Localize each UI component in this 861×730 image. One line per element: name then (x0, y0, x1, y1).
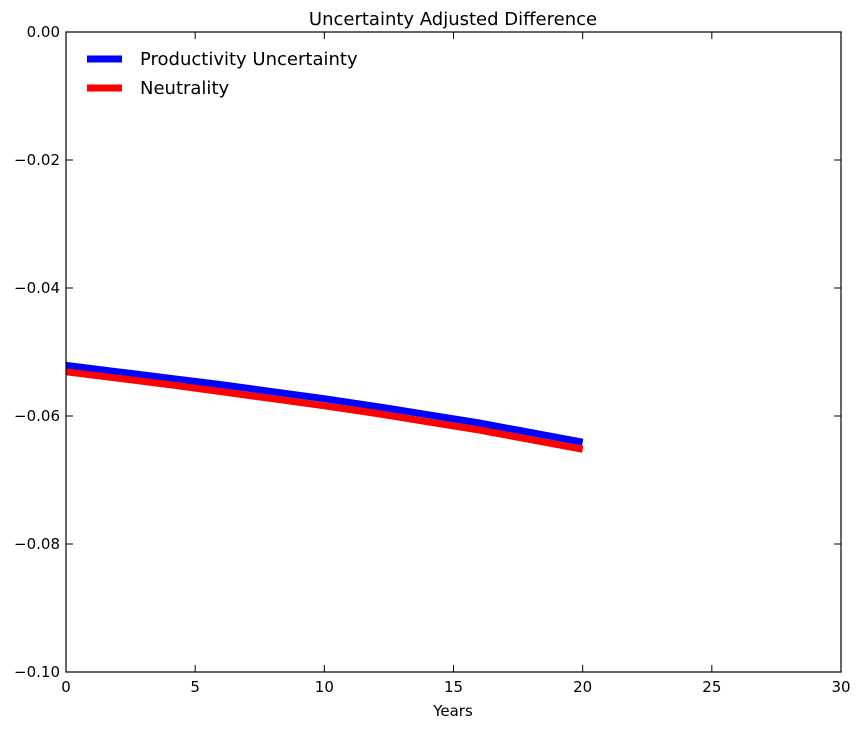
legend: Productivity Uncertainty Neutrality (87, 49, 358, 99)
y-tick-label: −0.08 (14, 535, 60, 553)
x-tick-label: 30 (831, 678, 850, 696)
series-line-1 (65, 368, 584, 453)
x-tick-label: 0 (61, 678, 71, 696)
x-tick-label: 15 (444, 678, 463, 696)
series-line-0 (65, 361, 584, 446)
y-tick-label: −0.04 (14, 279, 60, 297)
plot-area (65, 361, 584, 453)
legend-label: Neutrality (140, 78, 229, 99)
x-axis-title: Years (432, 702, 473, 720)
x-tick-label: 5 (190, 678, 200, 696)
axis-ticks: 0 5 10 15 20 25 30 0.00 −0.02 −0.04 −0.06 −0.08 −0.1… (14, 23, 851, 696)
x-tick-label: 20 (573, 678, 592, 696)
chart-title: Uncertainty Adjusted Difference (309, 9, 597, 30)
x-tick-label: 25 (702, 678, 721, 696)
legend-label: Productivity Uncertainty (140, 49, 358, 70)
y-tick-label: −0.10 (14, 663, 60, 681)
x-tick-label: 10 (315, 678, 334, 696)
y-tick-label: −0.02 (14, 151, 60, 169)
y-tick-label: 0.00 (27, 23, 60, 41)
y-tick-label: −0.06 (14, 407, 60, 425)
